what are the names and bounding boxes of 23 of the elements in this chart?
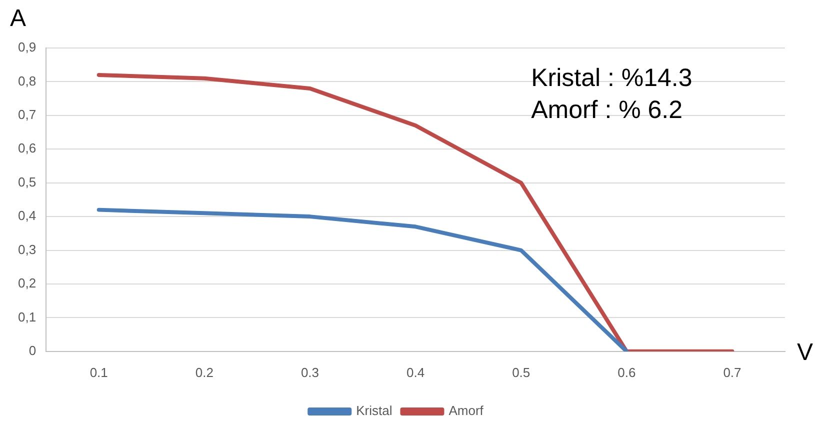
- y-tick-label: 0,8: [18, 73, 36, 88]
- x-tick-label: 0.6: [618, 364, 636, 380]
- annotation: Kristal : %14.3: [531, 64, 692, 92]
- x-tick-label: 0.7: [723, 364, 742, 380]
- y-tick-label: 0,7: [18, 107, 36, 122]
- y-axis-title: A: [10, 5, 26, 32]
- annotation: Amorf : % 6.2: [531, 96, 683, 124]
- y-tick-label: 0,5: [18, 174, 36, 190]
- x-tick-label: 0.4: [406, 364, 425, 380]
- x-tick-label: 0.3: [300, 364, 320, 380]
- x-tick-label: 0.1: [90, 364, 108, 380]
- y-tick-label: 0,4: [18, 208, 36, 224]
- y-tick-label: 0: [28, 342, 36, 358]
- x-tick-label: 0.2: [195, 364, 214, 380]
- y-tick-label: 0,1: [18, 309, 36, 324]
- legend-label: Amorf: [448, 403, 484, 418]
- y-tick-label: 0,6: [18, 140, 36, 156]
- y-tick-label: 0,2: [18, 276, 36, 291]
- y-tick-label: 0,9: [18, 40, 36, 55]
- legend-label: Kristal: [356, 403, 392, 418]
- y-tick-label: 0,3: [18, 242, 36, 257]
- x-tick-label: 0.5: [512, 364, 530, 380]
- x-axis-title: V: [797, 339, 814, 366]
